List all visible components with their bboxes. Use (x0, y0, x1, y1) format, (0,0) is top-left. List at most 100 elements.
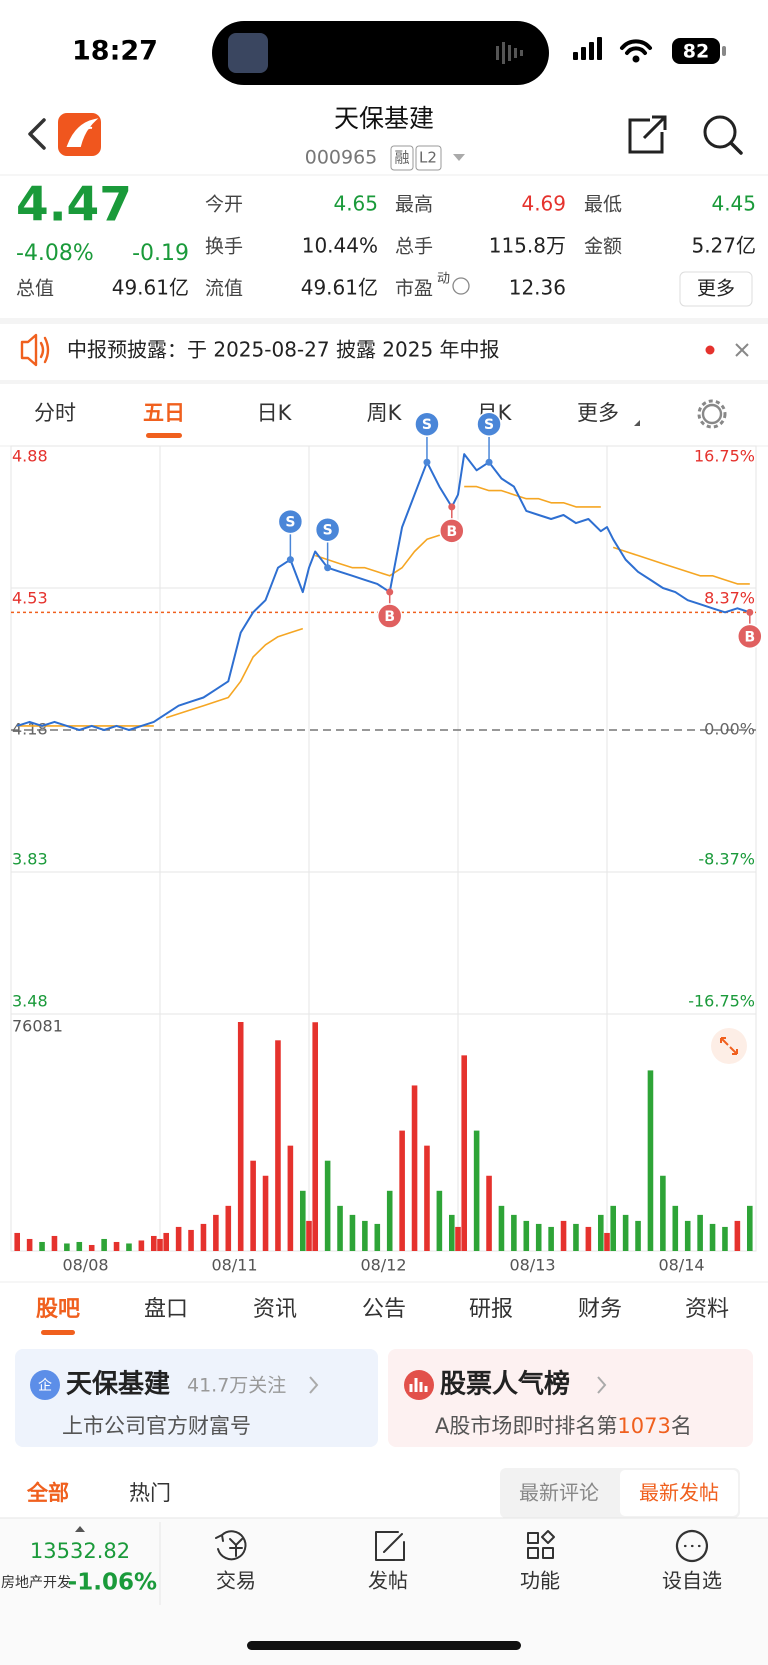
trade-marker (476, 411, 502, 437)
separator (0, 380, 768, 384)
settings-button[interactable] (701, 403, 723, 425)
action-icon[interactable] (215, 1530, 247, 1561)
expand-glyph (720, 1037, 738, 1055)
x-tick-label: 08/08 (62, 1256, 108, 1275)
section-tab[interactable]: 财务 (578, 1297, 622, 1322)
section-tab[interactable]: 研报 (469, 1297, 513, 1322)
search-button[interactable] (703, 115, 737, 149)
speaker-waves (39, 336, 50, 364)
volume-bar (647, 1070, 654, 1251)
share-button[interactable] (628, 115, 667, 154)
volume-bar (560, 1220, 567, 1251)
expand-arrow[interactable] (75, 1526, 85, 1532)
chart-tab[interactable]: 周K (367, 401, 403, 425)
field-label: 换手 (205, 236, 243, 258)
field-value: 49.61亿 (112, 276, 189, 300)
action-label[interactable]: 发帖 (368, 1569, 408, 1593)
x-tick-label: 08/11 (211, 1256, 257, 1275)
volume-bar (746, 1205, 753, 1251)
chart-tab[interactable]: 五日 (143, 401, 185, 425)
filter-tab[interactable]: 全部 (26, 1481, 69, 1505)
chart-tab[interactable]: 更多 (577, 401, 619, 425)
section-tab[interactable]: 盘口 (144, 1297, 188, 1322)
stock-code: 000965 (305, 147, 378, 169)
section-tab[interactable]: 股吧 (36, 1297, 80, 1322)
y-tick-label: 3.48 (12, 992, 48, 1011)
expand-button[interactable] (711, 1028, 747, 1064)
sort-option[interactable]: 最新发帖 (639, 1481, 719, 1505)
home-indicator (247, 1641, 521, 1650)
notice-text[interactable]: 中报预披露：于 2025-08-27 披露 2025 年中报 (67, 338, 500, 362)
volume-bar (175, 1226, 182, 1251)
chart-tab[interactable]: 分时 (34, 401, 76, 425)
volume-bar (486, 1175, 492, 1251)
field-value: 4.65 (333, 192, 378, 216)
y2-tick-label: 8.37% (704, 589, 755, 608)
action-icon[interactable] (527, 1530, 555, 1559)
trade-point (423, 458, 431, 466)
volume-bar (672, 1205, 679, 1251)
back-button[interactable] (28, 118, 46, 150)
card-desc-part: 名 (671, 1414, 692, 1438)
x-tick-label: 08/12 (360, 1256, 406, 1275)
sort-option[interactable]: 最新评论 (519, 1481, 599, 1505)
change-amount: -0.19 (132, 241, 189, 266)
section-tab[interactable]: 公告 (362, 1297, 406, 1322)
volume-bar (349, 1214, 356, 1251)
field-label: 最低 (584, 194, 622, 216)
volume-bar (337, 1205, 343, 1251)
chevron (597, 1376, 607, 1394)
card-title[interactable]: 股票人气榜 (440, 1369, 570, 1400)
rank-icon (404, 1370, 434, 1400)
trade-point (485, 458, 493, 466)
dynamic-island (212, 21, 549, 85)
more-button[interactable] (679, 271, 753, 307)
settings-gear (697, 399, 727, 429)
volume-bar (64, 1243, 70, 1251)
more-label[interactable]: 更多 (697, 278, 735, 300)
field-value: 12.36 (509, 276, 566, 300)
filter-tab[interactable]: 热门 (129, 1481, 171, 1505)
dropdown-arrow[interactable] (453, 154, 465, 161)
index-value[interactable]: 13532.82 (30, 1539, 130, 1563)
volume-bar (237, 1022, 244, 1251)
chart-tab[interactable]: 日K (257, 401, 293, 425)
bottom-bar (0, 1518, 768, 1665)
action-label[interactable]: 功能 (520, 1569, 560, 1593)
card[interactable] (388, 1349, 753, 1447)
field-value: 115.8万 (489, 234, 566, 258)
trade-point (324, 564, 332, 572)
trade-marker (376, 603, 403, 629)
volume-bar (573, 1223, 579, 1251)
close-notice[interactable] (735, 343, 749, 357)
badge-frame (415, 145, 442, 171)
card[interactable] (15, 1349, 378, 1447)
volume-bar (306, 1220, 312, 1251)
logo-mark (66, 118, 99, 147)
card-title[interactable]: 天保基建 (66, 1370, 170, 1400)
volume-bar (213, 1214, 219, 1251)
info-icon[interactable] (452, 277, 470, 295)
volume-bar (604, 1232, 610, 1251)
badge: 融 (394, 149, 409, 167)
volume-bar (684, 1220, 691, 1251)
unread-dot (705, 345, 715, 355)
search-handle (729, 141, 743, 155)
speaker-icon (20, 333, 38, 367)
action-label[interactable]: 交易 (216, 1569, 256, 1593)
action-label[interactable]: 设自选 (662, 1569, 722, 1593)
trade-marker (314, 516, 341, 543)
action-icon[interactable] (675, 1529, 708, 1563)
volume-bar (386, 1190, 393, 1251)
y-tick-label: 4.53 (12, 589, 48, 608)
section-tab[interactable]: 资料 (685, 1297, 729, 1322)
x-tick-label: 08/13 (509, 1256, 555, 1275)
x-tick-label: 08/14 (658, 1256, 704, 1275)
volume-bar (150, 1235, 157, 1251)
section-tab[interactable]: 资讯 (253, 1297, 297, 1322)
volume-bar (473, 1130, 480, 1251)
trade-label: B (744, 629, 755, 645)
field-label: 市盈 (395, 278, 433, 300)
action-icon[interactable] (375, 1531, 405, 1561)
volume-bar (101, 1238, 107, 1251)
